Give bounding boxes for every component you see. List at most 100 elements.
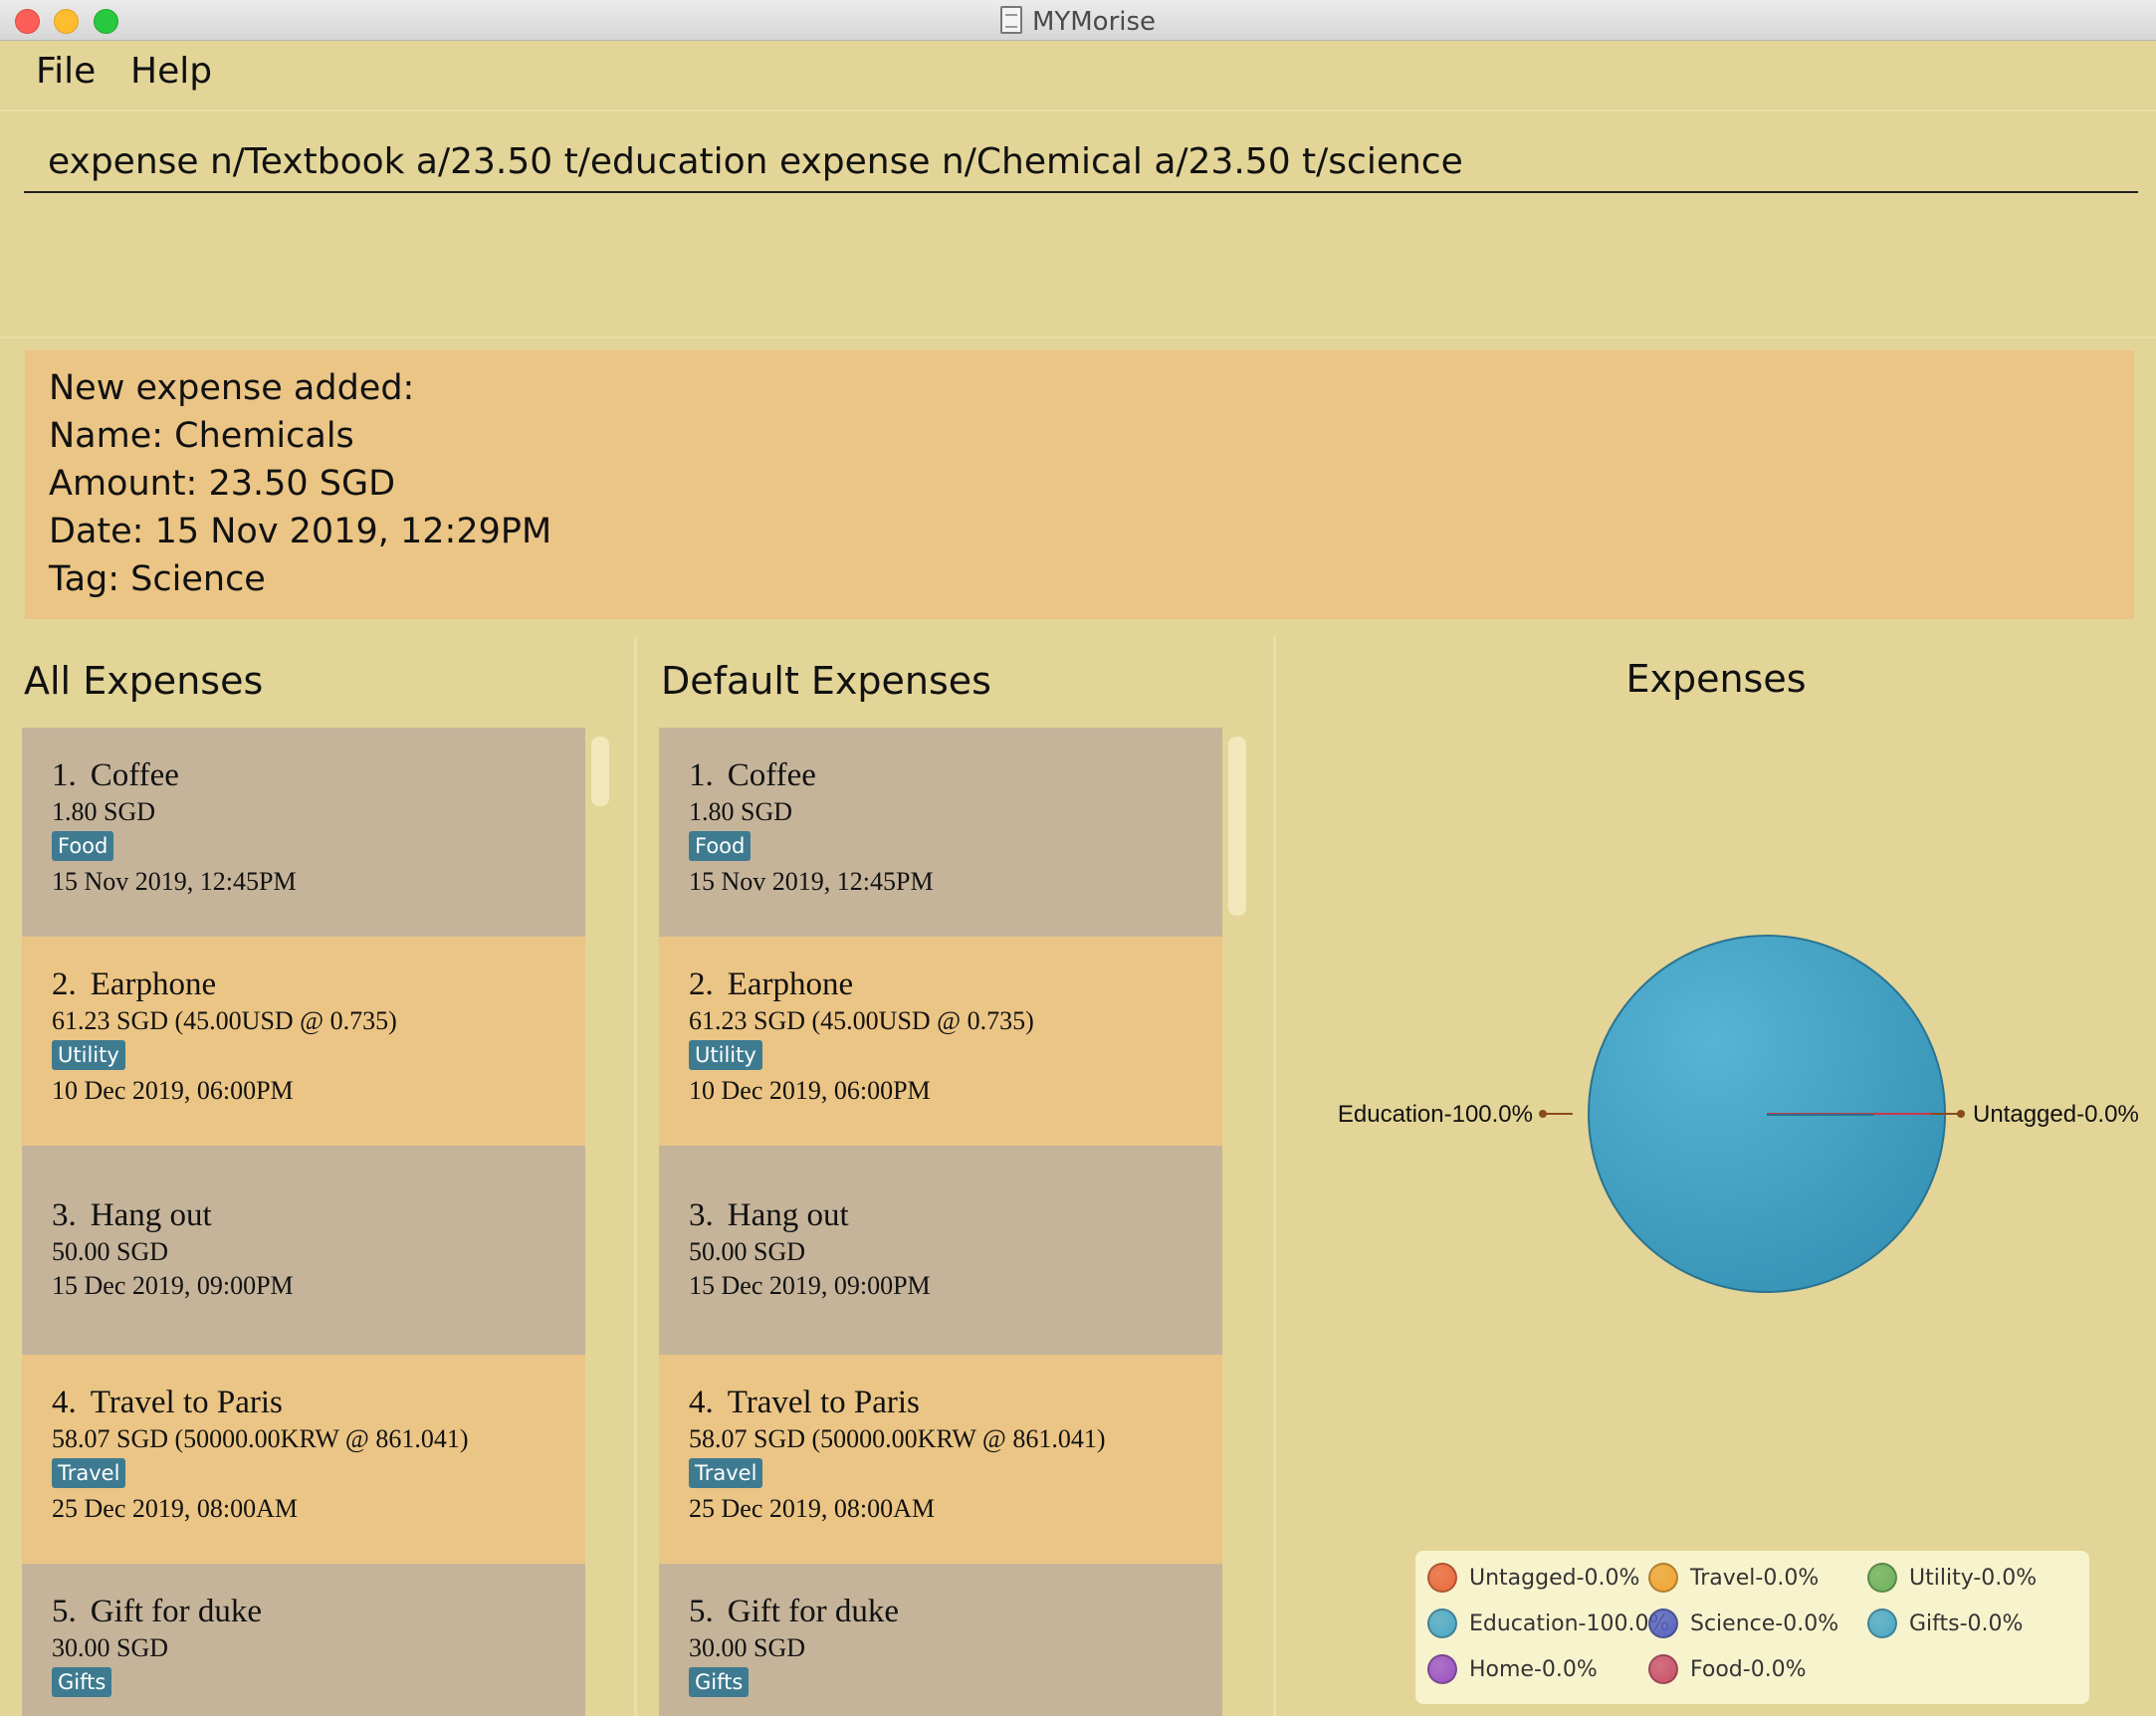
legend-item: Utility-0.0% bbox=[1867, 1563, 2037, 1593]
expense-card[interactable]: 1. Coffee 1.80 SGD Food 15 Nov 2019, 12:4… bbox=[22, 728, 585, 937]
command-input[interactable] bbox=[24, 131, 2138, 193]
expense-date: 10 Dec 2019, 06:00PM bbox=[689, 1076, 931, 1105]
expense-index: 4. bbox=[52, 1385, 77, 1420]
expense-name: Coffee bbox=[90, 757, 179, 793]
legend-swatch bbox=[1427, 1609, 1457, 1638]
menu-bar: File Help bbox=[0, 41, 2156, 108]
expense-amount: 30.00 SGD bbox=[52, 1633, 169, 1662]
expense-card[interactable]: 2. Earphone 61.23 SGD (45.00USD @ 0.735) … bbox=[659, 937, 1222, 1146]
all-expenses-title: All Expenses bbox=[24, 659, 264, 703]
result-display: New expense added: Name: Chemicals Amoun… bbox=[25, 350, 2134, 619]
expense-amount: 61.23 SGD (45.00USD @ 0.735) bbox=[52, 1006, 397, 1035]
pie-slices bbox=[1588, 935, 1946, 1293]
expense-tag: Food bbox=[689, 831, 752, 861]
expense-name: Travel to Paris bbox=[90, 1385, 283, 1420]
expense-index: 3. bbox=[689, 1197, 714, 1233]
expense-index: 5. bbox=[689, 1594, 714, 1629]
expense-card[interactable]: 3. Hang out 50.00 SGD 15 Dec 2019, 09:00P… bbox=[22, 1146, 585, 1355]
default-expenses-scrollbar[interactable] bbox=[1228, 737, 1246, 916]
legend-item: Home-0.0% bbox=[1427, 1654, 1598, 1684]
legend-label: Food-0.0% bbox=[1690, 1657, 1807, 1682]
window-title-text: MYMorise bbox=[1031, 7, 1157, 37]
close-window-button[interactable] bbox=[15, 9, 40, 34]
expense-tag: Utility bbox=[689, 1040, 762, 1070]
legend-swatch bbox=[1867, 1563, 1897, 1593]
result-line: New expense added: bbox=[49, 368, 415, 408]
expense-tag: Food bbox=[52, 831, 114, 861]
expense-index: 1. bbox=[689, 757, 714, 793]
expense-card[interactable]: 2. Earphone 61.23 SGD (45.00USD @ 0.735) … bbox=[22, 937, 585, 1146]
legend-item: Gifts-0.0% bbox=[1867, 1609, 2023, 1638]
expense-amount: 58.07 SGD (50000.00KRW @ 861.041) bbox=[689, 1424, 1106, 1453]
legend-label: Untagged-0.0% bbox=[1469, 1566, 1640, 1591]
pie-chart: Education-100.0% Untagged-0.0% bbox=[1338, 935, 2139, 1293]
expense-name: Earphone bbox=[90, 966, 217, 1002]
legend-swatch bbox=[1427, 1563, 1457, 1593]
result-line: Date: 15 Nov 2019, 12:29PM bbox=[49, 512, 552, 551]
expense-index: 2. bbox=[52, 966, 77, 1002]
command-box bbox=[0, 109, 2156, 338]
result-line: Amount: 23.50 SGD bbox=[49, 464, 396, 504]
expense-amount: 1.80 SGD bbox=[689, 797, 793, 826]
pie-labels: Education-100.0% Untagged-0.0% bbox=[1338, 1101, 2139, 1128]
expense-name: Coffee bbox=[727, 757, 816, 793]
education-slice-label: Education-100.0% bbox=[1338, 1101, 1533, 1128]
chart-legend: Untagged-0.0% Travel-0.0% Utility-0.0% E… bbox=[1415, 1551, 2089, 1704]
legend-item: Food-0.0% bbox=[1648, 1654, 1807, 1684]
expense-index: 3. bbox=[52, 1197, 77, 1233]
expense-card[interactable]: 4. Travel to Paris 58.07 SGD (50000.00KRW… bbox=[659, 1355, 1222, 1564]
legend-label: Utility-0.0% bbox=[1909, 1566, 2038, 1591]
expense-card[interactable]: 3. Hang out 50.00 SGD 15 Dec 2019, 09:00P… bbox=[659, 1146, 1222, 1355]
expense-card[interactable]: 1. Coffee 1.80 SGD Food 15 Nov 2019, 12:4… bbox=[659, 728, 1222, 937]
expense-amount: 50.00 SGD bbox=[689, 1237, 806, 1266]
expense-index: 2. bbox=[689, 966, 714, 1002]
expense-tag: Travel bbox=[689, 1458, 763, 1488]
default-expenses-list[interactable]: 1. Coffee 1.80 SGD Food 15 Nov 2019, 12:4… bbox=[659, 728, 1222, 1716]
all-expenses-list[interactable]: 1. Coffee 1.80 SGD Food 15 Nov 2019, 12:4… bbox=[22, 728, 585, 1716]
expense-amount: 50.00 SGD bbox=[52, 1237, 169, 1266]
default-expenses-title: Default Expenses bbox=[661, 659, 991, 703]
chart-title: Expenses bbox=[1625, 657, 1807, 701]
expense-amount: 58.07 SGD (50000.00KRW @ 861.041) bbox=[52, 1424, 469, 1453]
untagged-label-dot bbox=[1957, 1110, 1965, 1118]
menu-help[interactable]: Help bbox=[130, 51, 213, 92]
window-title-bar: MYMorise bbox=[0, 0, 2156, 41]
maximize-window-button[interactable] bbox=[94, 9, 118, 34]
legend-label: Travel-0.0% bbox=[1690, 1566, 1820, 1591]
expense-name: Hang out bbox=[727, 1197, 849, 1233]
expense-date: 25 Dec 2019, 08:00AM bbox=[689, 1494, 935, 1523]
minimize-window-button[interactable] bbox=[54, 9, 79, 34]
expense-amount: 30.00 SGD bbox=[689, 1633, 806, 1662]
expense-tag: Gifts bbox=[52, 1667, 112, 1697]
education-label-dot bbox=[1539, 1110, 1547, 1118]
expense-date: 10 Dec 2019, 06:00PM bbox=[52, 1076, 294, 1105]
all-expenses-scrollbar[interactable] bbox=[591, 737, 609, 806]
result-line: Tag: Science bbox=[49, 559, 266, 599]
legend-label: Home-0.0% bbox=[1469, 1657, 1598, 1682]
legend-label: Gifts-0.0% bbox=[1909, 1611, 2024, 1636]
expense-amount: 61.23 SGD (45.00USD @ 0.735) bbox=[689, 1006, 1034, 1035]
expense-amount: 1.80 SGD bbox=[52, 797, 156, 826]
legend-item: Untagged-0.0% bbox=[1427, 1563, 1639, 1593]
menu-file[interactable]: File bbox=[36, 51, 97, 92]
expense-tag: Travel bbox=[52, 1458, 126, 1488]
legend-item: Science-0.0% bbox=[1648, 1609, 1838, 1638]
legend-swatch bbox=[1648, 1654, 1678, 1684]
document-icon bbox=[999, 6, 1022, 34]
expense-card[interactable]: 4. Travel to Paris 58.07 SGD (50000.00KRW… bbox=[22, 1355, 585, 1564]
expense-card[interactable]: 5. Gift for duke 30.00 SGD Gifts bbox=[659, 1564, 1222, 1716]
legend-item: Travel-0.0% bbox=[1648, 1563, 1819, 1593]
legend-swatch bbox=[1427, 1654, 1457, 1684]
expense-name: Hang out bbox=[90, 1197, 212, 1233]
expense-card[interactable]: 5. Gift for duke 30.00 SGD Gifts bbox=[22, 1564, 585, 1716]
legend-swatch bbox=[1867, 1609, 1897, 1638]
expense-name: Gift for duke bbox=[90, 1594, 263, 1629]
expense-date: 15 Dec 2019, 09:00PM bbox=[689, 1271, 931, 1300]
expense-tag: Utility bbox=[52, 1040, 125, 1070]
panel-divider bbox=[1273, 637, 1276, 1716]
panel-divider bbox=[634, 637, 637, 1716]
result-line: Name: Chemicals bbox=[49, 416, 354, 456]
expense-name: Travel to Paris bbox=[727, 1385, 920, 1420]
expense-index: 4. bbox=[689, 1385, 714, 1420]
expense-date: 15 Nov 2019, 12:45PM bbox=[52, 867, 297, 896]
